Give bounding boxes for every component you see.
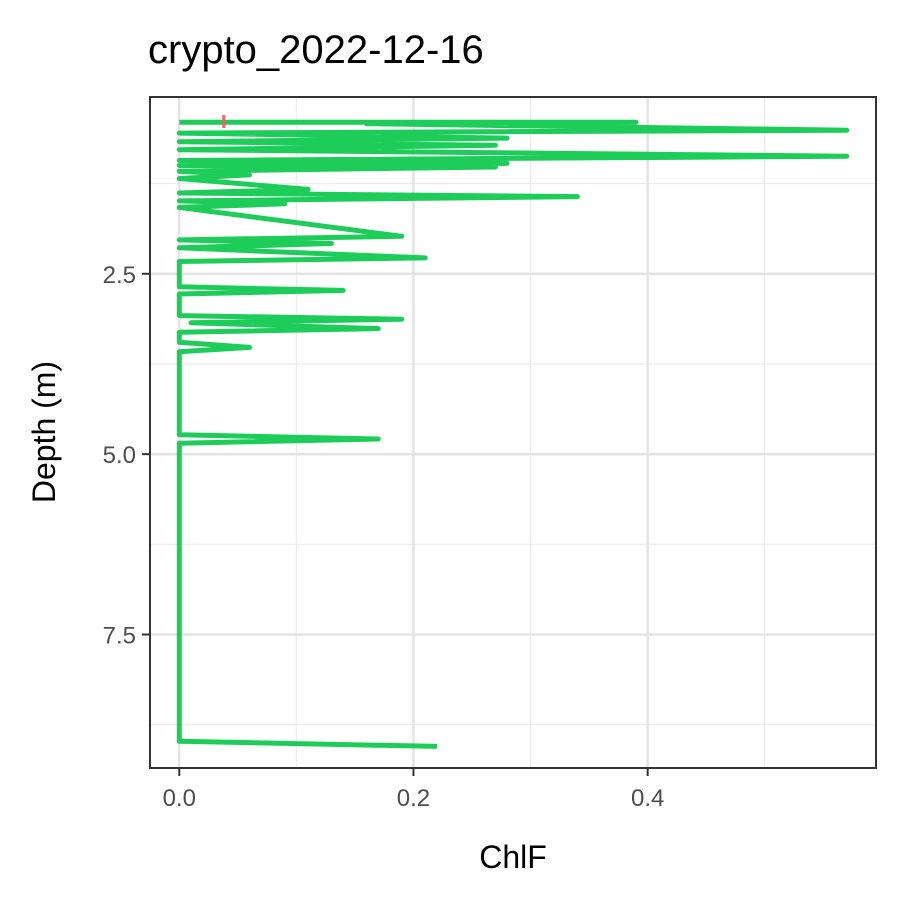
minor-gridlines (150, 97, 876, 768)
x-tick-label: 0.0 (163, 785, 196, 812)
plot-panel (150, 97, 876, 768)
plot-border (149, 96, 877, 769)
x-axis: 0.0 0.2 0.4 (163, 768, 664, 812)
data-series (176, 115, 850, 749)
y-tick-label: 2.5 (103, 262, 136, 289)
y-tick-label: 7.5 (103, 623, 136, 650)
series-line-1 (176, 119, 850, 749)
x-tick-label: 0.4 (631, 785, 664, 812)
x-axis-title: ChlF (479, 839, 547, 875)
x-tick-label: 0.2 (397, 785, 430, 812)
chart-title: crypto_2022-12-16 (148, 28, 484, 72)
y-axis-title: Depth (m) (26, 361, 62, 503)
y-axis: 2.5 5.0 7.5 (103, 262, 150, 650)
y-tick-label: 5.0 (103, 442, 136, 469)
